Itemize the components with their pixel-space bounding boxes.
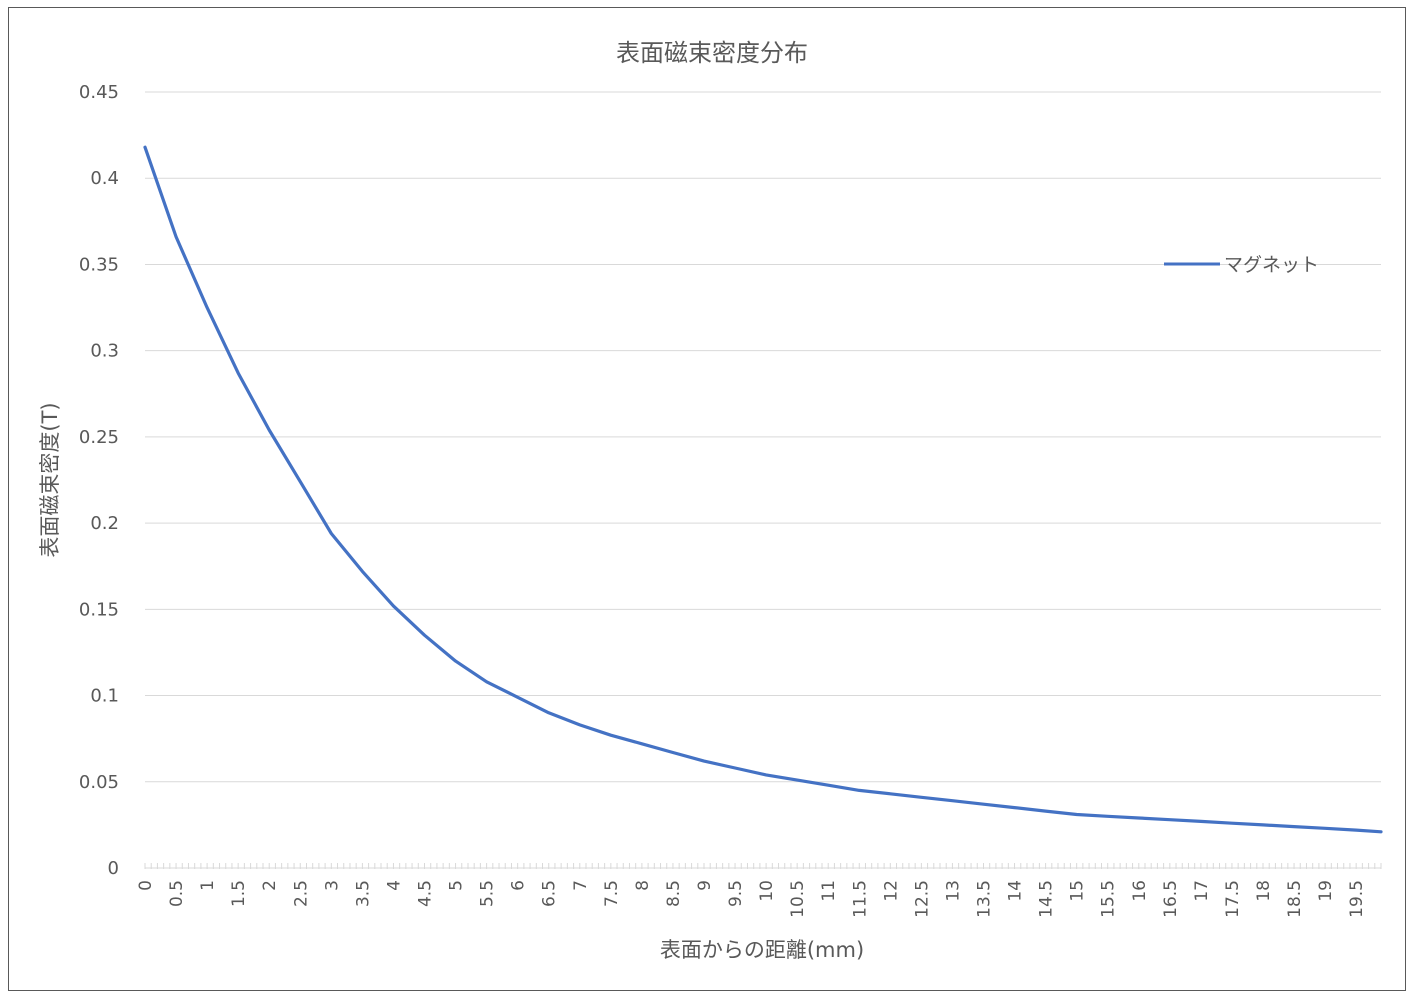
x-tick-label: 1 — [198, 880, 218, 891]
legend-label: マグネット — [1224, 254, 1319, 276]
x-tick-label: 18.5 — [1285, 880, 1305, 918]
x-tick-label: 15 — [1068, 880, 1088, 902]
x-tick-label: 17.5 — [1223, 880, 1243, 918]
gridlines — [145, 91, 1381, 783]
x-tick-label: 5 — [447, 880, 467, 891]
y-tick-label: 0 — [108, 858, 119, 879]
series-group — [143, 145, 1383, 834]
series-line-0 — [143, 145, 1383, 834]
x-tick-label: 5.5 — [478, 880, 498, 907]
y-tick-label: 0.35 — [79, 254, 119, 275]
y-tick-labels: 0 0.05 0.1 0.15 0.2 0.25 0.3 0.35 0.4 0.45 — [79, 82, 119, 879]
x-tick-label: 10 — [757, 880, 777, 902]
y-tick-label: 0.1 — [90, 686, 119, 707]
x-tick-label: 14.5 — [1037, 880, 1057, 918]
legend: マグネット — [1164, 254, 1319, 276]
x-tick-label: 16.5 — [1161, 880, 1181, 918]
y-tick-label: 0.05 — [79, 772, 119, 793]
x-tick-label: 13 — [943, 880, 963, 902]
x-tick-label: 2 — [260, 880, 280, 891]
x-tick-label: 6 — [509, 880, 529, 891]
x-tick-label: 11 — [819, 880, 839, 902]
x-tick-label: 9.5 — [726, 880, 746, 907]
x-tick-label: 16 — [1130, 880, 1150, 902]
x-tick-label: 8 — [633, 880, 653, 891]
x-tick-label: 3 — [322, 880, 342, 891]
x-tick-label: 8.5 — [664, 880, 684, 907]
x-tick-label: 4.5 — [415, 880, 435, 907]
x-axis: 0 0.5 1 1.5 2 2.5 3 3.5 4 4.5 5 5.5 6 6.5 7 7.5 8 8.5 9 9.5… — [136, 863, 1382, 918]
y-tick-label: 0.2 — [90, 513, 119, 534]
chart-frame — [8, 7, 1406, 991]
y-tick-label: 0.25 — [79, 427, 119, 448]
x-tick-label: 14 — [1006, 880, 1026, 902]
x-tick-label: 12 — [881, 880, 901, 902]
x-axis-title: 表面からの距離(mm) — [660, 938, 864, 962]
y-tick-label: 0.45 — [79, 82, 119, 103]
x-tick-label: 10.5 — [788, 880, 808, 918]
x-tick-label: 0 — [136, 880, 156, 891]
x-tick-label: 4 — [384, 880, 404, 891]
y-axis-title: 表面磁束密度(T) — [38, 402, 62, 557]
y-tick-label: 0.3 — [90, 341, 119, 362]
x-tick-label: 1.5 — [229, 880, 249, 907]
x-tick-label: 12.5 — [912, 880, 932, 918]
x-tick-label: 6.5 — [540, 880, 560, 907]
y-tick-label: 0.15 — [79, 599, 119, 620]
x-tick-label: 19.5 — [1347, 880, 1367, 918]
chart-title: 表面磁束密度分布 — [616, 39, 808, 67]
x-tick-label: 9 — [695, 880, 715, 891]
x-tick-label: 7.5 — [602, 880, 622, 907]
x-tick-label: 13.5 — [974, 880, 994, 918]
x-tick-label: 11.5 — [850, 880, 870, 918]
x-tick-label: 2.5 — [291, 880, 311, 907]
x-tick-label: 18 — [1254, 880, 1274, 902]
x-tick-label: 17 — [1192, 880, 1212, 902]
x-tick-label: 19 — [1316, 880, 1336, 902]
x-tick-label: 0.5 — [167, 880, 187, 907]
y-tick-label: 0.4 — [90, 168, 119, 189]
x-tick-label: 3.5 — [353, 880, 373, 907]
x-tick-label: 7 — [571, 880, 591, 891]
x-tick-label: 15.5 — [1099, 880, 1119, 918]
